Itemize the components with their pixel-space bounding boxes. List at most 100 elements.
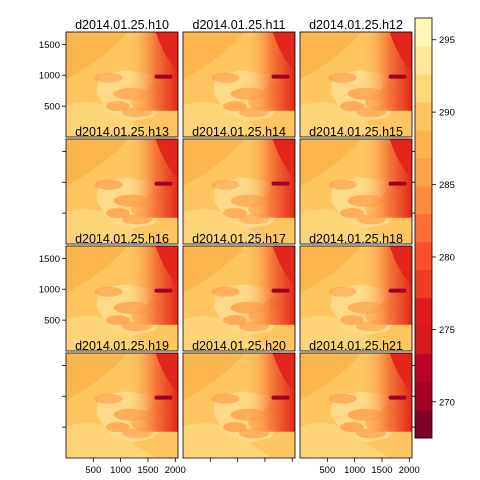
region-relief [211,393,240,404]
field-lowland [66,316,156,351]
panel-title: d2014.01.25.h12 [309,18,403,32]
panel-title: d2014.01.25.h17 [192,232,286,246]
ridge-line [154,395,173,400]
region-relief [211,72,240,83]
field-east-hot [389,139,412,179]
x-tick-label: 2000 [399,465,420,476]
panel-frame [182,245,296,352]
colorbar-swatch [415,102,432,131]
field-west [66,353,128,401]
x-tick-label: 500 [319,465,335,476]
region-relief [339,315,364,326]
region-relief [328,72,357,83]
field-west [183,246,245,294]
field-west [183,353,245,401]
region-relief [211,286,240,297]
field-west [300,139,362,187]
colorbar-tick-label: 290 [439,108,455,119]
region-relief [211,179,240,190]
panel-frame [299,245,413,352]
region-relief [105,208,130,219]
heatmap-panel [182,31,296,138]
heatmap-panel [65,138,179,245]
x-tick-label: 1500 [371,465,392,476]
ridge-line [388,288,407,293]
ridge-line [154,74,173,79]
region-relief [222,422,247,433]
region-relief [94,179,123,190]
panel-frame [182,352,296,459]
panel-title: d2014.01.25.h14 [192,125,286,139]
colorbar-legend: 270 275 280 285 290 295 [414,17,455,439]
field-lowland [183,316,273,351]
colorbar-swatch [415,270,432,299]
field-lowland [300,316,390,351]
panel-frame [299,352,413,459]
heatmap-panel [299,31,413,138]
y-tick-label: 1000 [39,285,60,296]
colorbar-tick-label: 280 [439,252,455,263]
panel-title: d2014.01.25.h18 [309,232,403,246]
ridge-line [388,181,407,186]
field-east-hot [155,353,178,393]
field-lowland [183,423,273,458]
field-west [183,32,245,80]
colorbar-swatch [415,18,432,47]
field-west [300,246,362,294]
panel-frame [299,31,413,138]
colorbar-swatch [415,382,432,411]
ridge-line [154,181,173,186]
field-east-hot [272,139,295,179]
field-lowland [300,209,390,244]
region-relief [222,315,247,326]
panel-title: d2014.01.25.h21 [309,339,403,353]
heatmap-panel [299,138,413,245]
y-tick-label: 1500 [39,40,60,51]
field-east-hot [155,32,178,72]
field-east-hot [155,246,178,286]
region-relief [328,286,357,297]
x-tick-label: 1000 [344,465,365,476]
field-west [300,32,362,80]
panel-frame [65,31,179,138]
ridge-line [271,288,290,293]
field-east-hot [389,353,412,393]
heatmap-panel [65,31,179,138]
panel-title: d2014.01.25.h19 [75,339,169,353]
region-relief [105,315,130,326]
colorbar-swatch [415,242,432,271]
panel-title: d2014.01.25.h13 [75,125,169,139]
region-relief [222,101,247,112]
field-lowland [66,102,156,137]
heatmap-panel [182,138,296,245]
field-lowland [66,423,156,458]
panel-frame [182,31,296,138]
region-relief [222,208,247,219]
ridge-line [271,395,290,400]
region-relief [105,422,130,433]
y-tick-label: 500 [44,316,60,327]
x-tick-label: 1500 [137,465,158,476]
x-tick-label: 500 [85,465,101,476]
heatmap-panel [65,245,179,352]
colorbar-swatch [415,158,432,187]
region-relief [328,393,357,404]
field-west [66,139,128,187]
region-relief [94,286,123,297]
region-relief [339,101,364,112]
field-west [183,139,245,187]
ridge-line [388,74,407,79]
heatmap-panel [182,245,296,352]
colorbar-swatch [415,130,432,159]
field-east-hot [155,139,178,179]
field-west [300,353,362,401]
ridge-line [388,395,407,400]
field-lowland [300,102,390,137]
panel-frame [65,245,179,352]
heatmap-panel [299,245,413,352]
field-east-hot [272,32,295,72]
field-east-hot [272,353,295,393]
colorbar-tick-label: 275 [439,325,455,336]
field-west [66,32,128,80]
